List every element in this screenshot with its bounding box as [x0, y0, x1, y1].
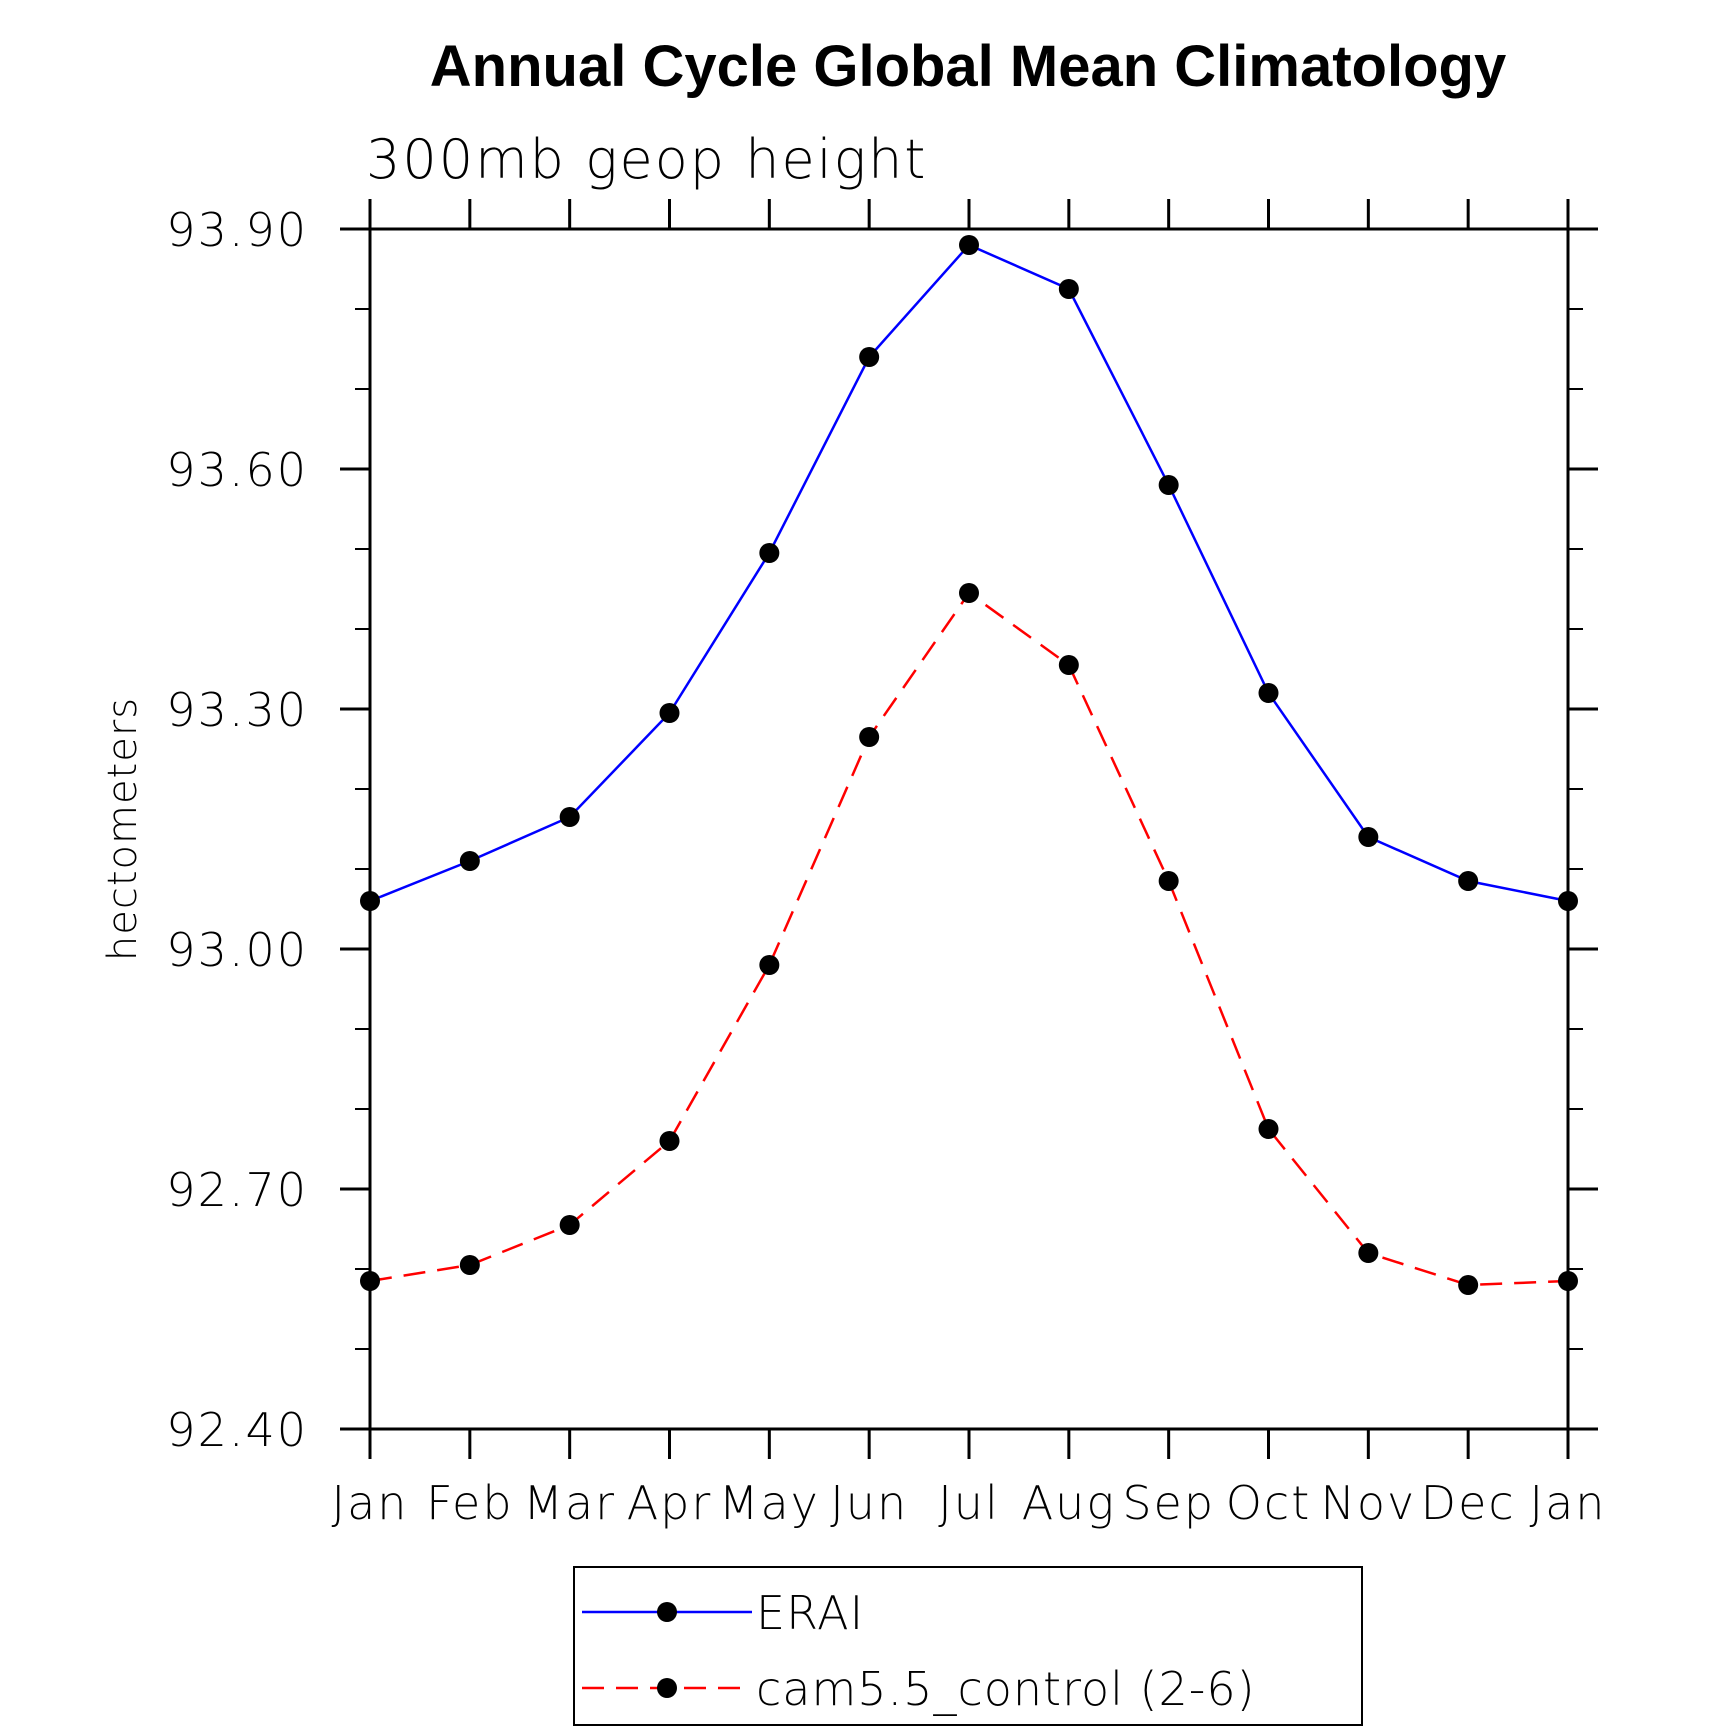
data-point [959, 235, 979, 255]
data-point [1058, 655, 1079, 675]
x-tick-label: Apr [627, 1476, 713, 1530]
data-point [859, 727, 880, 747]
x-tick-label: Aug [1022, 1476, 1116, 1530]
data-point [1258, 683, 1279, 703]
x-tick-label: Oct [1226, 1476, 1312, 1530]
series-line-0 [369, 243, 1569, 903]
data-point [1358, 1243, 1379, 1263]
legend-label: cam5.5_control (2-6) [756, 1662, 1256, 1716]
y-tick-label: 93.60 [166, 443, 308, 497]
x-tick-label: Feb [426, 1476, 513, 1530]
chart-title: Annual Cycle Global Mean Climatology [430, 34, 1506, 99]
x-tick-label: Dec [1421, 1476, 1516, 1530]
legend-box [573, 1566, 1363, 1726]
data-point [759, 543, 780, 563]
x-tick-label: Jan [332, 1476, 409, 1530]
plot-frame [368, 227, 1570, 1431]
data-point [1558, 891, 1578, 911]
data-point [1458, 871, 1479, 891]
x-tick-label: May [719, 1476, 820, 1530]
data-point [1158, 871, 1179, 891]
chart-subtitle: 300mb geop height [366, 128, 927, 191]
x-tick-label: Sep [1122, 1476, 1215, 1530]
data-point [759, 955, 780, 975]
data-point [659, 703, 680, 723]
legend: ERAI cam5.5_control (2-6) [573, 1566, 1363, 1726]
data-point [360, 891, 380, 911]
data-point [559, 807, 580, 827]
data-point [459, 851, 480, 871]
legend-marker [657, 1602, 677, 1622]
data-point [360, 1271, 380, 1291]
data-point [1258, 1119, 1279, 1139]
series-layer [360, 235, 1578, 1295]
data-point [1558, 1271, 1578, 1291]
x-tick-label: Nov [1320, 1476, 1416, 1530]
data-point [1458, 1275, 1479, 1295]
data-point [859, 347, 880, 367]
data-point [659, 1131, 680, 1151]
y-axis-label: hectometers [100, 697, 146, 961]
data-point [559, 1215, 580, 1235]
legend-label: ERAI [756, 1586, 864, 1640]
plot-axes: Jan Feb Mar Apr May Jun Jul Aug Sep Oct Nov Dec Jan 9… [166, 199, 1607, 1530]
y-tick-label: 93.00 [166, 923, 308, 977]
x-tick-label: Jun [830, 1476, 908, 1530]
data-point [1158, 475, 1179, 495]
data-point [1358, 827, 1379, 847]
y-tick-label: 92.40 [166, 1403, 308, 1457]
x-tick-label: Jan [1530, 1476, 1607, 1530]
y-tick-label: 93.30 [166, 683, 308, 737]
series-line-1 [369, 591, 1569, 1287]
x-tick-label: Jul [938, 1476, 1000, 1530]
y-tick-label: 93.90 [166, 203, 308, 257]
y-tick-label: 92.70 [166, 1163, 308, 1217]
data-point [959, 583, 979, 603]
data-point [1058, 279, 1079, 299]
data-point [459, 1255, 480, 1275]
legend-marker [657, 1678, 677, 1698]
x-tick-label: Mar [523, 1476, 616, 1530]
